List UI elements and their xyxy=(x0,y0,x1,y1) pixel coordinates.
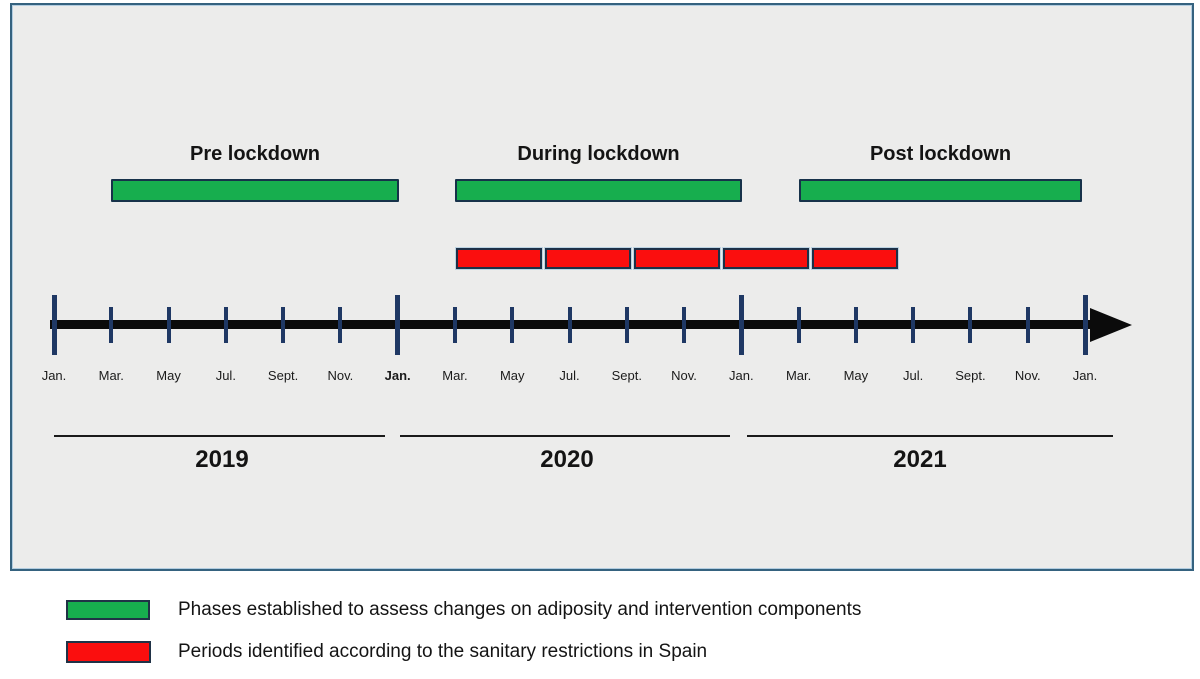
year-label-2021: 2021 xyxy=(893,446,947,473)
tick-major-jan xyxy=(51,295,57,355)
tick-minor xyxy=(166,307,171,343)
tick-minor xyxy=(567,307,572,343)
restriction-period-segment xyxy=(545,248,631,269)
month-label: Jul. xyxy=(559,368,580,383)
month-label: Jul. xyxy=(215,368,236,383)
tick-minor xyxy=(968,307,973,343)
timeline-axis-line xyxy=(50,320,1095,329)
month-label: Nov. xyxy=(1014,368,1041,383)
tick-minor xyxy=(223,307,228,343)
tick-major-jan xyxy=(1082,295,1088,355)
month-label: May xyxy=(843,368,869,383)
month-label: Sept. xyxy=(267,368,299,383)
phase-bar-pre-lockdown xyxy=(111,179,399,202)
month-label: Jan. xyxy=(41,368,67,383)
tick-major-jan xyxy=(738,295,744,355)
month-label: Mar. xyxy=(785,368,812,383)
legend-swatch-green xyxy=(66,600,150,620)
phase-label-pre-lockdown: Pre lockdown xyxy=(189,143,321,165)
tick-minor xyxy=(452,307,457,343)
tick-minor xyxy=(281,307,286,343)
tick-minor xyxy=(911,307,916,343)
tick-minor xyxy=(1025,307,1030,343)
timeline-figure-panel: Pre lockdown During lockdown Post lockdo… xyxy=(10,3,1194,571)
restriction-period-segment xyxy=(812,248,898,269)
phase-bar-during-lockdown xyxy=(455,179,742,202)
year-label-2020: 2020 xyxy=(540,446,594,473)
month-label: Nov. xyxy=(327,368,354,383)
month-label: Mar. xyxy=(442,368,468,383)
tick-minor xyxy=(682,307,687,343)
tick-minor xyxy=(796,307,801,343)
year-label-2019: 2019 xyxy=(195,446,249,473)
tick-minor xyxy=(624,307,629,343)
legend-label-periods: Periods identified according to the sani… xyxy=(178,641,708,662)
tick-minor xyxy=(853,307,858,343)
year-line-2019 xyxy=(54,435,385,437)
restriction-period-segment xyxy=(456,248,542,269)
tick-minor xyxy=(109,307,114,343)
month-label: Jan. xyxy=(384,368,411,383)
restriction-period-segment xyxy=(634,248,720,269)
month-label: Jul. xyxy=(903,368,924,383)
year-line-2021 xyxy=(747,435,1113,437)
month-label: Mar. xyxy=(98,368,124,383)
legend-swatch-red xyxy=(66,641,151,663)
month-label: Jan. xyxy=(1072,368,1098,383)
month-label: Sept. xyxy=(611,368,642,383)
tick-minor xyxy=(510,307,515,343)
phase-bar-post-lockdown xyxy=(799,179,1082,202)
year-line-2020 xyxy=(400,435,730,437)
tick-major-jan xyxy=(395,295,401,355)
month-label: Jan. xyxy=(729,368,754,383)
month-label: Sept. xyxy=(955,368,986,383)
timeline-arrow-icon xyxy=(1090,308,1132,342)
tick-minor xyxy=(338,307,343,343)
month-label: Nov. xyxy=(671,368,697,383)
restriction-period-segment xyxy=(723,248,809,269)
phase-label-post-lockdown: Post lockdown xyxy=(869,143,1012,165)
month-label: May xyxy=(156,368,181,383)
month-label: May xyxy=(499,368,525,383)
restriction-periods-row xyxy=(456,248,898,269)
phase-label-during-lockdown: During lockdown xyxy=(517,143,680,165)
legend-label-phases: Phases established to assess changes on … xyxy=(178,599,862,620)
